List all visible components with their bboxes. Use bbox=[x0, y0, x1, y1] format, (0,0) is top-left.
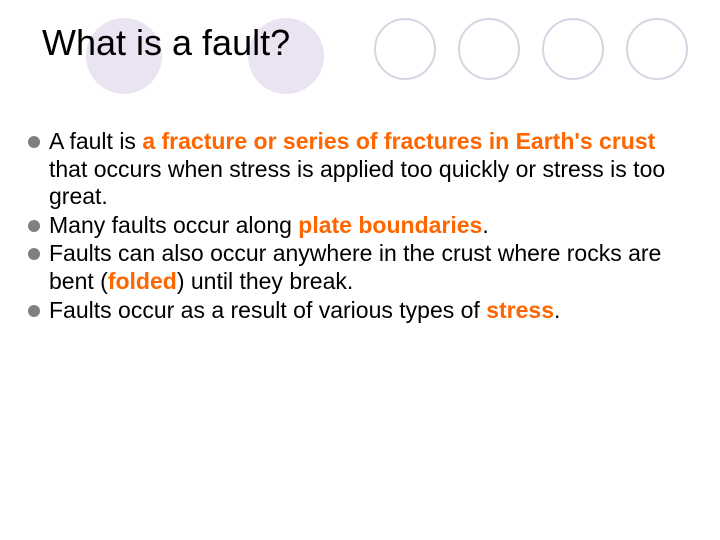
bullet-text: Many faults occur along plate boundaries… bbox=[49, 212, 690, 240]
text-run: that occurs when stress is applied too q… bbox=[49, 156, 665, 210]
deco-circle-4 bbox=[542, 18, 604, 80]
text-run: Many faults occur along bbox=[49, 212, 298, 238]
text-run: stress bbox=[486, 297, 554, 323]
text-run: Faults occur as a result of various type… bbox=[49, 297, 486, 323]
text-run: a fracture or series of fractures in Ear… bbox=[142, 128, 655, 154]
slide: What is a fault? A fault is a fracture o… bbox=[0, 0, 720, 540]
bullet-marker-icon bbox=[28, 220, 40, 232]
bullet-item: Faults can also occur anywhere in the cr… bbox=[28, 240, 690, 295]
bullet-text: Faults can also occur anywhere in the cr… bbox=[49, 240, 690, 295]
deco-circle-2 bbox=[374, 18, 436, 80]
bullet-item: Faults occur as a result of various type… bbox=[28, 297, 690, 325]
bullet-marker-icon bbox=[28, 248, 40, 260]
deco-circle-5 bbox=[626, 18, 688, 80]
text-run: folded bbox=[108, 268, 177, 294]
slide-title: What is a fault? bbox=[42, 22, 290, 64]
bullet-text: Faults occur as a result of various type… bbox=[49, 297, 690, 325]
bullet-marker-icon bbox=[28, 136, 40, 148]
text-run: ) until they break. bbox=[177, 268, 353, 294]
text-run: plate boundaries bbox=[298, 212, 482, 238]
bullet-marker-icon bbox=[28, 305, 40, 317]
bullet-item: Many faults occur along plate boundaries… bbox=[28, 212, 690, 240]
bullet-item: A fault is a fracture or series of fract… bbox=[28, 128, 690, 211]
bullet-text: A fault is a fracture or series of fract… bbox=[49, 128, 690, 211]
text-run: . bbox=[554, 297, 560, 323]
text-run: . bbox=[482, 212, 488, 238]
text-run: A fault is bbox=[49, 128, 142, 154]
slide-body: A fault is a fracture or series of fract… bbox=[28, 128, 690, 325]
deco-circle-3 bbox=[458, 18, 520, 80]
